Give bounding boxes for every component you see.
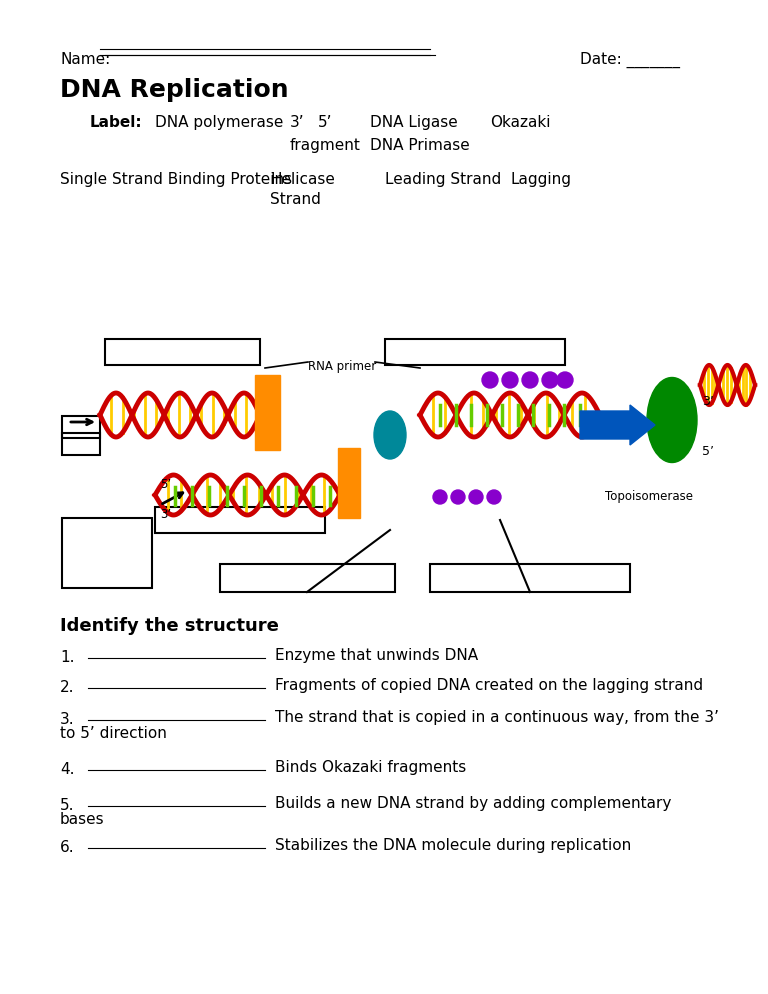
Text: 5.: 5. — [60, 798, 74, 813]
Circle shape — [469, 490, 483, 504]
Ellipse shape — [647, 378, 697, 462]
Text: bases: bases — [60, 812, 104, 827]
Text: Okazaki: Okazaki — [490, 115, 551, 130]
Text: Builds a new DNA strand by adding complementary: Builds a new DNA strand by adding comple… — [275, 796, 671, 811]
Text: Single Strand Binding Proteins: Single Strand Binding Proteins — [60, 172, 292, 187]
FancyArrow shape — [580, 405, 655, 445]
Text: Binds Okazaki fragments: Binds Okazaki fragments — [275, 760, 466, 775]
Circle shape — [542, 372, 558, 388]
Text: Strand: Strand — [270, 192, 321, 207]
Circle shape — [522, 372, 538, 388]
Text: to 5’ direction: to 5’ direction — [60, 726, 167, 741]
Text: 5’: 5’ — [318, 115, 333, 130]
Text: The strand that is copied in a continuous way, from the 3’: The strand that is copied in a continuou… — [275, 710, 719, 725]
Bar — [385, 339, 565, 365]
Text: 5’: 5’ — [702, 445, 714, 458]
Text: Identify the structure: Identify the structure — [60, 617, 279, 635]
Circle shape — [502, 372, 518, 388]
Text: RNA primer: RNA primer — [308, 360, 376, 373]
Text: Fragments of copied DNA created on the lagging strand: Fragments of copied DNA created on the l… — [275, 678, 703, 693]
Text: Label:: Label: — [90, 115, 143, 130]
Text: Date: _______: Date: _______ — [580, 52, 680, 69]
Text: 1.: 1. — [60, 650, 74, 665]
Circle shape — [487, 490, 501, 504]
Bar — [62, 433, 100, 455]
Text: Helicase: Helicase — [270, 172, 335, 187]
Text: 3.: 3. — [60, 712, 74, 727]
Text: 2.: 2. — [60, 680, 74, 695]
Text: 6.: 6. — [60, 840, 74, 855]
Text: DNA polymerase: DNA polymerase — [155, 115, 283, 130]
Bar — [338, 448, 360, 518]
Bar — [220, 564, 395, 592]
Text: Stabilizes the DNA molecule during replication: Stabilizes the DNA molecule during repli… — [275, 838, 631, 853]
Circle shape — [451, 490, 465, 504]
Bar — [430, 564, 630, 592]
Text: 3’: 3’ — [290, 115, 305, 130]
Text: Leading Strand: Leading Strand — [385, 172, 502, 187]
Text: 3’: 3’ — [702, 395, 714, 408]
Text: fragment: fragment — [290, 138, 361, 153]
Text: DNA Primase: DNA Primase — [370, 138, 470, 153]
Text: DNA Replication: DNA Replication — [60, 78, 289, 102]
Bar — [105, 339, 260, 365]
Text: DNA Ligase: DNA Ligase — [370, 115, 458, 130]
Bar — [62, 518, 152, 588]
Text: Name:: Name: — [60, 52, 111, 67]
Text: 5’: 5’ — [160, 478, 171, 491]
Text: 4.: 4. — [60, 762, 74, 777]
Text: Lagging: Lagging — [510, 172, 571, 187]
Circle shape — [433, 490, 447, 504]
Circle shape — [482, 372, 498, 388]
Ellipse shape — [374, 411, 406, 459]
Bar — [62, 416, 100, 438]
Bar — [255, 375, 280, 450]
Circle shape — [557, 372, 573, 388]
Bar — [155, 507, 325, 533]
Text: 3’: 3’ — [160, 508, 171, 521]
Text: Topoisomerase: Topoisomerase — [605, 490, 693, 503]
Text: Enzyme that unwinds DNA: Enzyme that unwinds DNA — [275, 648, 478, 663]
